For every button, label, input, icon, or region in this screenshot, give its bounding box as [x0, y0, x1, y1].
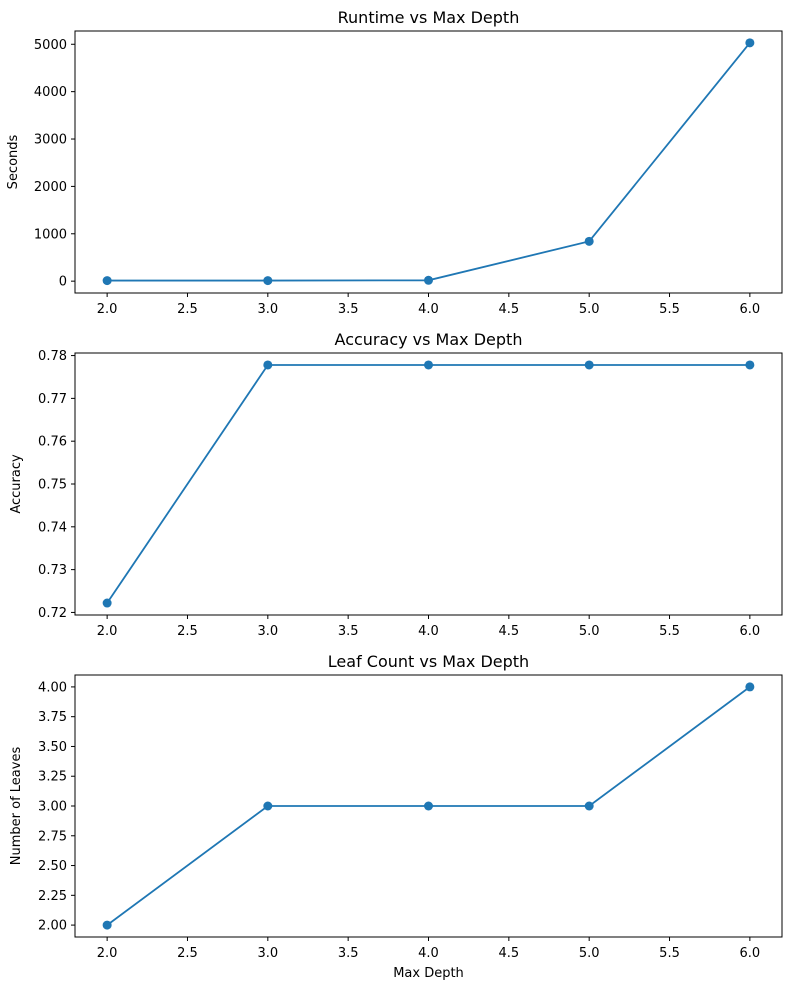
y-tick-label: 0.72 — [38, 606, 67, 621]
y-tick-label: 2.00 — [38, 919, 67, 934]
data-point — [424, 360, 433, 370]
x-tick-label: 5.5 — [659, 302, 680, 317]
y-tick-label: 2.75 — [38, 829, 67, 844]
x-tick-label: 3.5 — [338, 302, 359, 317]
x-tick-label: 6.0 — [740, 302, 761, 317]
y-tick-label: 3.00 — [38, 800, 67, 815]
x-axis-label: Max Depth — [393, 966, 464, 981]
data-point — [263, 360, 273, 370]
y-tick-label: 0 — [59, 275, 67, 290]
x-tick-label: 3.0 — [257, 302, 278, 317]
series-line — [107, 42, 751, 282]
data-point — [745, 38, 755, 48]
data-point — [424, 801, 433, 811]
accuracy-chart: Accuracy vs Max Depth Accuracy 2.0 2.5 3.0… — [9, 330, 783, 639]
x-tick-label: 5.5 — [659, 624, 680, 639]
x-tick-label: 3.5 — [338, 946, 359, 961]
chart-title: Leaf Count vs Max Depth — [328, 652, 529, 671]
x-tick-label: 4.0 — [418, 946, 439, 961]
data-point — [102, 276, 112, 286]
y-tick-label: 2000 — [34, 180, 67, 195]
data-point — [584, 360, 594, 370]
x-tick-label: 2.0 — [97, 946, 118, 961]
x-tick-label: 5.5 — [659, 946, 680, 961]
data-point — [102, 598, 112, 608]
x-tick-label: 3.0 — [257, 624, 278, 639]
x-tick-label: 6.0 — [740, 946, 761, 961]
y-tick-label: 4000 — [34, 85, 67, 100]
runtime-chart: Runtime vs Max Depth Seconds 2.0 2.5 3.0 3.… — [6, 8, 783, 317]
y-tick-label: 2.50 — [38, 859, 67, 874]
y-tick-label: 0.78 — [38, 349, 67, 364]
data-point — [102, 920, 112, 930]
axes-frame — [74, 30, 783, 294]
x-tick-label: 6.0 — [740, 624, 761, 639]
x-tick-label: 3.5 — [338, 624, 359, 639]
y-tick-label: 0.73 — [38, 563, 67, 578]
x-tick-label: 5.0 — [579, 302, 600, 317]
leaf-count-chart: Leaf Count vs Max Depth Max Depth Number… — [9, 652, 783, 981]
axes-frame — [74, 352, 783, 616]
series-line — [106, 364, 750, 604]
y-tick-label: 2.25 — [38, 889, 67, 904]
x-tick-label: 2.5 — [177, 302, 198, 317]
data-point — [584, 801, 594, 811]
x-tick-label: 5.0 — [579, 946, 600, 961]
y-tick-label: 3.75 — [38, 710, 67, 725]
data-point — [584, 236, 594, 246]
y-tick-label: 1000 — [34, 227, 67, 242]
y-tick-label: 3.50 — [38, 740, 67, 755]
y-tick-label: 0.77 — [38, 392, 67, 407]
data-point — [745, 682, 755, 692]
y-tick-label: 3.25 — [38, 770, 67, 785]
data-point — [745, 360, 755, 370]
x-tick-label: 3.0 — [257, 946, 278, 961]
x-tick-label: 5.0 — [579, 624, 600, 639]
y-axis-label: Seconds — [6, 134, 21, 189]
y-axis-label: Number of Leaves — [9, 747, 24, 866]
x-tick-label: 2.0 — [97, 624, 118, 639]
data-point — [263, 276, 273, 286]
x-tick-label: 4.0 — [418, 302, 439, 317]
x-tick-label: 4.0 — [418, 624, 439, 639]
y-tick-label: 0.76 — [38, 435, 67, 450]
y-tick-label: 5000 — [34, 38, 67, 53]
chart-title: Runtime vs Max Depth — [338, 8, 520, 27]
x-tick-label: 2.0 — [97, 302, 118, 317]
data-point — [424, 275, 433, 285]
x-tick-label: 4.5 — [498, 946, 519, 961]
x-tick-label: 4.5 — [498, 302, 519, 317]
y-axis-label: Accuracy — [9, 454, 24, 514]
x-tick-label: 2.5 — [177, 946, 198, 961]
y-tick-label: 3000 — [34, 133, 67, 148]
y-tick-label: 0.75 — [38, 478, 67, 493]
data-point — [263, 801, 273, 811]
y-tick-label: 0.74 — [38, 520, 67, 535]
chart-title: Accuracy vs Max Depth — [335, 330, 523, 349]
y-tick-label: 4.00 — [38, 680, 67, 695]
x-tick-label: 4.5 — [498, 624, 519, 639]
x-tick-label: 2.5 — [177, 624, 198, 639]
